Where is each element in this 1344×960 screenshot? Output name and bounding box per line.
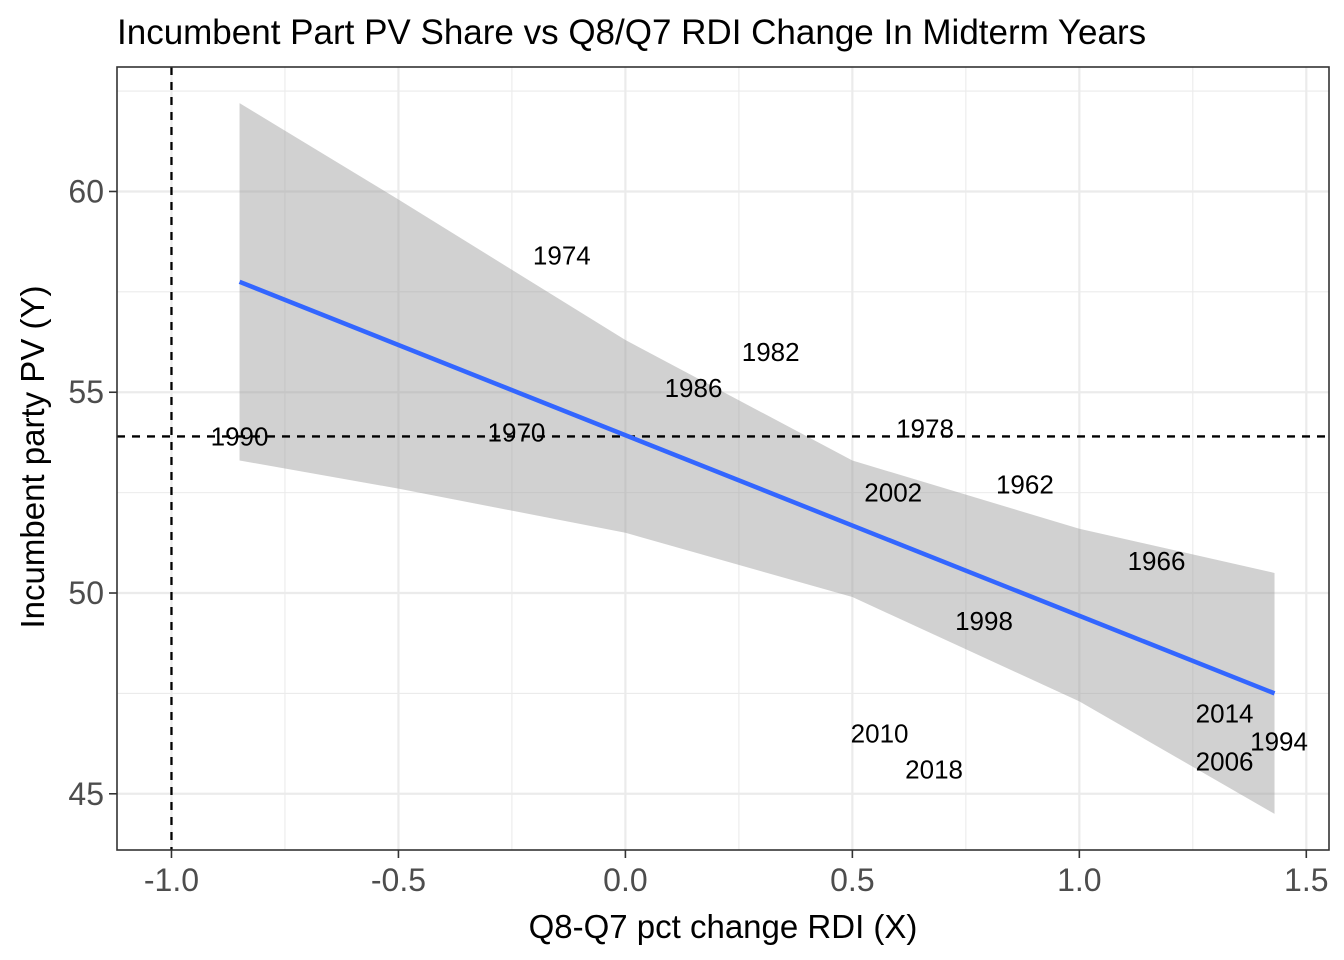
point-label-2002: 2002 bbox=[864, 478, 922, 508]
point-label-1962: 1962 bbox=[996, 470, 1054, 500]
y-tick-label: 60 bbox=[68, 173, 104, 209]
y-tick-label: 55 bbox=[68, 374, 104, 410]
panel-border bbox=[116, 66, 1330, 851]
point-label-2018: 2018 bbox=[905, 755, 963, 785]
point-label-1998: 1998 bbox=[955, 606, 1013, 636]
regression-line bbox=[238, 279, 1276, 696]
point-label-1978: 1978 bbox=[896, 413, 954, 443]
fit-line bbox=[238, 279, 1276, 696]
reference-lines bbox=[117, 67, 1329, 850]
x-tick-label: -0.5 bbox=[371, 862, 426, 898]
y-axis-title: Incumbent party PV (Y) bbox=[14, 286, 51, 629]
point-label-2006: 2006 bbox=[1196, 747, 1254, 777]
point-label-2010: 2010 bbox=[851, 719, 909, 749]
x-tick-label: 1.0 bbox=[1057, 862, 1101, 898]
point-label-1986: 1986 bbox=[665, 373, 723, 403]
confidence-band-area bbox=[239, 103, 1275, 814]
point-label-1990: 1990 bbox=[211, 421, 269, 451]
chart-title: Incumbent Part PV Share vs Q8/Q7 RDI Cha… bbox=[117, 13, 1146, 52]
point-label-1994: 1994 bbox=[1250, 727, 1308, 757]
x-tick-label: 1.5 bbox=[1284, 862, 1328, 898]
point-label-1966: 1966 bbox=[1128, 546, 1186, 576]
x-tick-label: 0.0 bbox=[603, 862, 647, 898]
y-tick-label: 50 bbox=[68, 575, 104, 611]
y-tick-label: 45 bbox=[68, 776, 104, 812]
confidence-band bbox=[239, 103, 1275, 814]
axis-ticks: -1.0 -0.5 0.0 0.5 1.0 1.5 45 50 55 60 bbox=[68, 173, 1328, 898]
point-label-1982: 1982 bbox=[742, 337, 800, 367]
point-label-1974: 1974 bbox=[533, 241, 591, 271]
point-label-1970: 1970 bbox=[488, 417, 546, 447]
point-labels: 1990 1974 1970 1982 1986 1978 2002 1962 1966 1998… bbox=[211, 241, 1308, 785]
grid-lines bbox=[117, 67, 1329, 850]
x-tick-label: -1.0 bbox=[144, 862, 199, 898]
x-axis-title: Q8-Q7 pct change RDI (X) bbox=[529, 908, 918, 945]
point-label-2014: 2014 bbox=[1196, 698, 1254, 728]
x-tick-label: 0.5 bbox=[830, 862, 874, 898]
